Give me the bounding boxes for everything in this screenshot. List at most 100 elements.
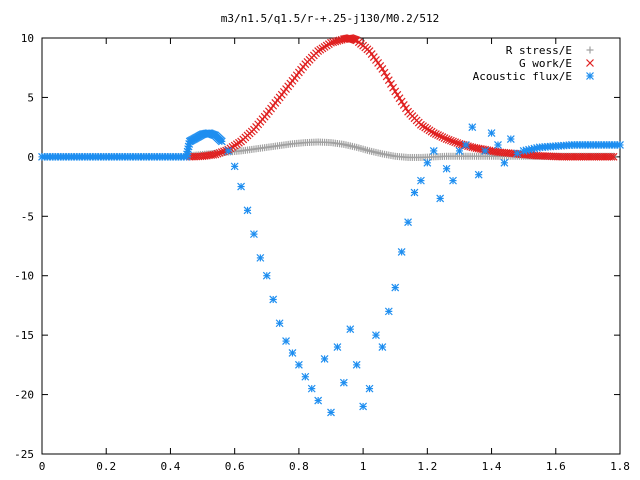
point-g-work-e xyxy=(431,130,440,139)
point-acoustic-flux-e xyxy=(243,206,252,215)
point-acoustic-flux-e xyxy=(352,360,361,369)
point-acoustic-flux-e xyxy=(301,372,310,381)
point-acoustic-flux-e xyxy=(314,396,323,405)
point-g-work-e xyxy=(449,137,457,146)
point-g-work-e xyxy=(434,131,442,139)
point-g-work-e xyxy=(382,72,391,81)
y-tick-label: -15 xyxy=(14,329,34,342)
point-g-work-e xyxy=(384,76,393,85)
point-acoustic-flux-e xyxy=(288,349,297,357)
point-acoustic-flux-e xyxy=(230,162,239,171)
x-tick-label: 0.8 xyxy=(289,460,309,473)
point-acoustic-flux-e xyxy=(449,176,457,185)
point-acoustic-flux-e xyxy=(320,354,329,363)
y-tick-label: 5 xyxy=(27,91,34,104)
point-acoustic-flux-e xyxy=(282,337,290,346)
x-tick-label: 1.4 xyxy=(482,460,502,473)
x-tick-label: 0.4 xyxy=(161,460,181,473)
point-g-work-e xyxy=(453,139,462,147)
point-acoustic-flux-e xyxy=(429,146,438,155)
point-acoustic-flux-e xyxy=(397,248,406,256)
point-acoustic-flux-e xyxy=(494,141,502,149)
point-acoustic-flux-e xyxy=(513,149,522,158)
point-g-work-e xyxy=(211,150,220,159)
point-acoustic-flux-e xyxy=(275,319,284,328)
y-tick-label: -10 xyxy=(14,270,34,283)
point-acoustic-flux-e xyxy=(455,146,464,155)
series-layer xyxy=(38,34,624,417)
legend-label-g-work-e: G work/E xyxy=(519,57,572,70)
point-acoustic-flux-e xyxy=(423,158,432,167)
point-acoustic-flux-e xyxy=(327,408,335,417)
x-tick-label: 0.6 xyxy=(225,460,245,473)
x-tick-label: 1 xyxy=(360,460,367,473)
point-g-work-e xyxy=(442,135,451,143)
x-tick-label: 0 xyxy=(39,460,46,473)
point-acoustic-flux-e xyxy=(500,158,509,167)
legend-marker-r-stress-e xyxy=(586,46,594,54)
point-g-work-e xyxy=(440,134,449,142)
point-acoustic-flux-e xyxy=(474,170,483,179)
point-acoustic-flux-e xyxy=(404,218,412,227)
point-acoustic-flux-e xyxy=(262,271,271,280)
point-acoustic-flux-e xyxy=(250,230,258,239)
point-acoustic-flux-e xyxy=(506,135,515,143)
point-g-work-e xyxy=(444,135,453,144)
point-acoustic-flux-e xyxy=(333,343,342,351)
point-acoustic-flux-e xyxy=(269,295,278,304)
point-g-work-e xyxy=(378,64,387,73)
point-g-work-e xyxy=(607,152,616,161)
point-acoustic-flux-e xyxy=(294,360,303,369)
point-acoustic-flux-e xyxy=(217,137,226,146)
y-tick-label: -20 xyxy=(14,389,34,402)
point-acoustic-flux-e xyxy=(481,146,490,155)
point-acoustic-flux-e xyxy=(487,129,496,138)
y-tick-label: -5 xyxy=(21,210,34,223)
y-tick-label: -25 xyxy=(14,448,34,461)
point-acoustic-flux-e xyxy=(384,307,393,316)
point-g-work-e xyxy=(438,133,447,141)
point-g-work-e xyxy=(429,129,438,138)
point-acoustic-flux-e xyxy=(359,402,368,411)
series-acoustic-flux-e xyxy=(38,123,624,417)
point-acoustic-flux-e xyxy=(410,188,419,197)
y-tick-label: 0 xyxy=(27,151,34,164)
point-g-work-e xyxy=(213,149,222,158)
x-tick-label: 0.2 xyxy=(96,460,116,473)
point-acoustic-flux-e xyxy=(378,343,387,351)
x-tick-label: 1.6 xyxy=(546,460,566,473)
axes-layer: 0 0.2 0.4 0.6 0.8 1 1.2 1.4 1.6 1.8 10 5 0 -5 -10 -15 -2… xyxy=(14,32,630,473)
point-acoustic-flux-e xyxy=(224,146,233,155)
point-acoustic-flux-e xyxy=(256,253,265,262)
point-g-work-e xyxy=(451,138,460,147)
legend-label-r-stress-e: R stress/E xyxy=(506,44,572,57)
point-g-work-e xyxy=(609,152,618,161)
point-acoustic-flux-e xyxy=(616,141,624,149)
point-acoustic-flux-e xyxy=(365,384,374,393)
point-acoustic-flux-e xyxy=(339,378,348,387)
point-g-work-e xyxy=(387,80,395,88)
point-g-work-e xyxy=(436,132,445,140)
point-acoustic-flux-e xyxy=(461,141,470,149)
y-tick-label: 10 xyxy=(21,32,34,45)
point-g-work-e xyxy=(389,83,398,92)
legend-label-acoustic-flux-e: Acoustic flux/E xyxy=(473,70,572,83)
point-acoustic-flux-e xyxy=(237,182,246,191)
point-g-work-e xyxy=(215,148,224,157)
point-g-work-e xyxy=(217,148,226,157)
x-tick-label: 1.8 xyxy=(610,460,630,473)
legend-marker-g-work-e xyxy=(586,59,594,67)
point-acoustic-flux-e xyxy=(436,194,445,203)
point-g-work-e xyxy=(380,68,389,77)
chart-title: m3/n1.5/q1.5/r-+.25-j130/M0.2/512 xyxy=(221,12,440,25)
point-acoustic-flux-e xyxy=(346,325,355,334)
point-acoustic-flux-e xyxy=(416,176,425,185)
x-tick-label: 1.2 xyxy=(417,460,437,473)
point-acoustic-flux-e xyxy=(391,283,400,292)
plot-frame xyxy=(41,37,621,455)
point-g-work-e xyxy=(446,136,455,145)
legend-marker-acoustic-flux-e xyxy=(586,72,594,80)
point-acoustic-flux-e xyxy=(372,331,380,340)
